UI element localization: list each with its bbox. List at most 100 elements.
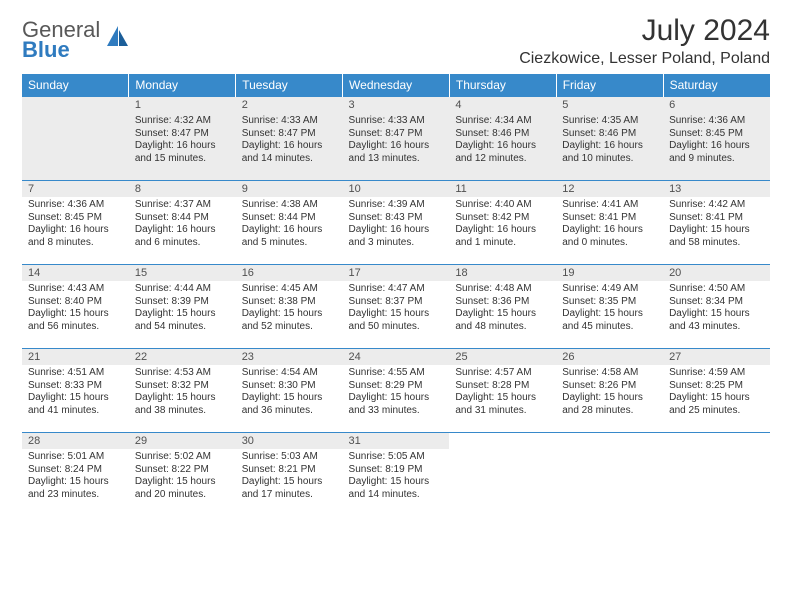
day-number: 31: [343, 433, 450, 449]
brand-text: General Blue: [22, 20, 100, 60]
day-number: 22: [129, 349, 236, 365]
sunrise-text: Sunrise: 4:43 AM: [28, 283, 123, 296]
sunrise-text: Sunrise: 4:37 AM: [135, 199, 230, 212]
day-details: Sunrise: 4:43 AMSunset: 8:40 PMDaylight:…: [22, 281, 129, 337]
calendar-cell: 27Sunrise: 4:59 AMSunset: 8:25 PMDayligh…: [663, 349, 770, 433]
day-details: Sunrise: 4:34 AMSunset: 8:46 PMDaylight:…: [449, 113, 556, 169]
weekday-header: Friday: [556, 74, 663, 97]
sunset-text: Sunset: 8:28 PM: [455, 380, 550, 393]
calendar-cell: 23Sunrise: 4:54 AMSunset: 8:30 PMDayligh…: [236, 349, 343, 433]
day-details: Sunrise: 4:36 AMSunset: 8:45 PMDaylight:…: [22, 197, 129, 253]
calendar-cell: 18Sunrise: 4:48 AMSunset: 8:36 PMDayligh…: [449, 265, 556, 349]
daylight-text: Daylight: 16 hours and 10 minutes.: [562, 140, 657, 165]
sunset-text: Sunset: 8:36 PM: [455, 296, 550, 309]
daylight-text: Daylight: 16 hours and 13 minutes.: [349, 140, 444, 165]
sunrise-text: Sunrise: 4:34 AM: [455, 115, 550, 128]
sunset-text: Sunset: 8:33 PM: [28, 380, 123, 393]
day-details: Sunrise: 4:38 AMSunset: 8:44 PMDaylight:…: [236, 197, 343, 253]
day-number: 12: [556, 181, 663, 197]
sunset-text: Sunset: 8:35 PM: [562, 296, 657, 309]
sunset-text: Sunset: 8:34 PM: [669, 296, 764, 309]
daylight-text: Daylight: 16 hours and 6 minutes.: [135, 224, 230, 249]
sunrise-text: Sunrise: 4:50 AM: [669, 283, 764, 296]
day-number: 27: [663, 349, 770, 365]
day-number: 8: [129, 181, 236, 197]
day-details: Sunrise: 5:02 AMSunset: 8:22 PMDaylight:…: [129, 449, 236, 505]
calendar-cell: 22Sunrise: 4:53 AMSunset: 8:32 PMDayligh…: [129, 349, 236, 433]
calendar-cell: 16Sunrise: 4:45 AMSunset: 8:38 PMDayligh…: [236, 265, 343, 349]
day-number: 28: [22, 433, 129, 449]
calendar-cell: 1Sunrise: 4:32 AMSunset: 8:47 PMDaylight…: [129, 97, 236, 181]
sunset-text: Sunset: 8:21 PM: [242, 464, 337, 477]
sunrise-text: Sunrise: 4:57 AM: [455, 367, 550, 380]
sunrise-text: Sunrise: 5:02 AM: [135, 451, 230, 464]
calendar-cell: 24Sunrise: 4:55 AMSunset: 8:29 PMDayligh…: [343, 349, 450, 433]
daylight-text: Daylight: 15 hours and 41 minutes.: [28, 392, 123, 417]
calendar-cell: 31Sunrise: 5:05 AMSunset: 8:19 PMDayligh…: [343, 433, 450, 517]
day-details: Sunrise: 4:45 AMSunset: 8:38 PMDaylight:…: [236, 281, 343, 337]
day-number: 1: [129, 97, 236, 113]
header: General Blue July 2024 Ciezkowice, Lesse…: [22, 14, 770, 68]
day-number: 11: [449, 181, 556, 197]
day-number: 3: [343, 97, 450, 113]
calendar-cell: 14Sunrise: 4:43 AMSunset: 8:40 PMDayligh…: [22, 265, 129, 349]
location-text: Ciezkowice, Lesser Poland, Poland: [519, 50, 770, 68]
calendar-cell: 5Sunrise: 4:35 AMSunset: 8:46 PMDaylight…: [556, 97, 663, 181]
sunset-text: Sunset: 8:38 PM: [242, 296, 337, 309]
day-details: Sunrise: 4:32 AMSunset: 8:47 PMDaylight:…: [129, 113, 236, 169]
day-number: 5: [556, 97, 663, 113]
calendar-body: 1Sunrise: 4:32 AMSunset: 8:47 PMDaylight…: [22, 97, 770, 517]
day-details: Sunrise: 4:47 AMSunset: 8:37 PMDaylight:…: [343, 281, 450, 337]
sunrise-text: Sunrise: 4:54 AM: [242, 367, 337, 380]
day-number: 18: [449, 265, 556, 281]
brand-name-b: Blue: [22, 37, 70, 62]
title-block: July 2024 Ciezkowice, Lesser Poland, Pol…: [519, 14, 770, 68]
day-details: Sunrise: 4:57 AMSunset: 8:28 PMDaylight:…: [449, 365, 556, 421]
calendar-cell: 19Sunrise: 4:49 AMSunset: 8:35 PMDayligh…: [556, 265, 663, 349]
sunset-text: Sunset: 8:26 PM: [562, 380, 657, 393]
sunset-text: Sunset: 8:19 PM: [349, 464, 444, 477]
day-number: 15: [129, 265, 236, 281]
day-details: Sunrise: 4:33 AMSunset: 8:47 PMDaylight:…: [343, 113, 450, 169]
daylight-text: Daylight: 15 hours and 56 minutes.: [28, 308, 123, 333]
day-details: Sunrise: 4:40 AMSunset: 8:42 PMDaylight:…: [449, 197, 556, 253]
sunset-text: Sunset: 8:29 PM: [349, 380, 444, 393]
day-details: Sunrise: 4:44 AMSunset: 8:39 PMDaylight:…: [129, 281, 236, 337]
sunset-text: Sunset: 8:43 PM: [349, 212, 444, 225]
sunrise-text: Sunrise: 4:38 AM: [242, 199, 337, 212]
sunrise-text: Sunrise: 4:41 AM: [562, 199, 657, 212]
day-number: 26: [556, 349, 663, 365]
day-number: 24: [343, 349, 450, 365]
daylight-text: Daylight: 15 hours and 23 minutes.: [28, 476, 123, 501]
sunset-text: Sunset: 8:44 PM: [135, 212, 230, 225]
sunrise-text: Sunrise: 4:36 AM: [28, 199, 123, 212]
sunset-text: Sunset: 8:47 PM: [349, 128, 444, 141]
weekday-header: Sunday: [22, 74, 129, 97]
calendar-cell: [556, 433, 663, 517]
day-number: 17: [343, 265, 450, 281]
sunrise-text: Sunrise: 4:40 AM: [455, 199, 550, 212]
calendar-cell: 15Sunrise: 4:44 AMSunset: 8:39 PMDayligh…: [129, 265, 236, 349]
day-details: Sunrise: 5:03 AMSunset: 8:21 PMDaylight:…: [236, 449, 343, 505]
calendar-week: 28Sunrise: 5:01 AMSunset: 8:24 PMDayligh…: [22, 433, 770, 517]
day-details: Sunrise: 4:37 AMSunset: 8:44 PMDaylight:…: [129, 197, 236, 253]
daylight-text: Daylight: 15 hours and 28 minutes.: [562, 392, 657, 417]
day-number: 23: [236, 349, 343, 365]
day-number: 4: [449, 97, 556, 113]
calendar-cell: 10Sunrise: 4:39 AMSunset: 8:43 PMDayligh…: [343, 181, 450, 265]
sunset-text: Sunset: 8:45 PM: [669, 128, 764, 141]
daylight-text: Daylight: 15 hours and 54 minutes.: [135, 308, 230, 333]
day-details: Sunrise: 4:54 AMSunset: 8:30 PMDaylight:…: [236, 365, 343, 421]
sunset-text: Sunset: 8:37 PM: [349, 296, 444, 309]
sunset-text: Sunset: 8:39 PM: [135, 296, 230, 309]
calendar-cell: 7Sunrise: 4:36 AMSunset: 8:45 PMDaylight…: [22, 181, 129, 265]
daylight-text: Daylight: 15 hours and 20 minutes.: [135, 476, 230, 501]
weekday-header: Monday: [129, 74, 236, 97]
day-details: Sunrise: 4:35 AMSunset: 8:46 PMDaylight:…: [556, 113, 663, 169]
calendar-cell: 28Sunrise: 5:01 AMSunset: 8:24 PMDayligh…: [22, 433, 129, 517]
calendar-cell: 3Sunrise: 4:33 AMSunset: 8:47 PMDaylight…: [343, 97, 450, 181]
sunset-text: Sunset: 8:46 PM: [455, 128, 550, 141]
sunset-text: Sunset: 8:22 PM: [135, 464, 230, 477]
day-number: 14: [22, 265, 129, 281]
day-number: 7: [22, 181, 129, 197]
